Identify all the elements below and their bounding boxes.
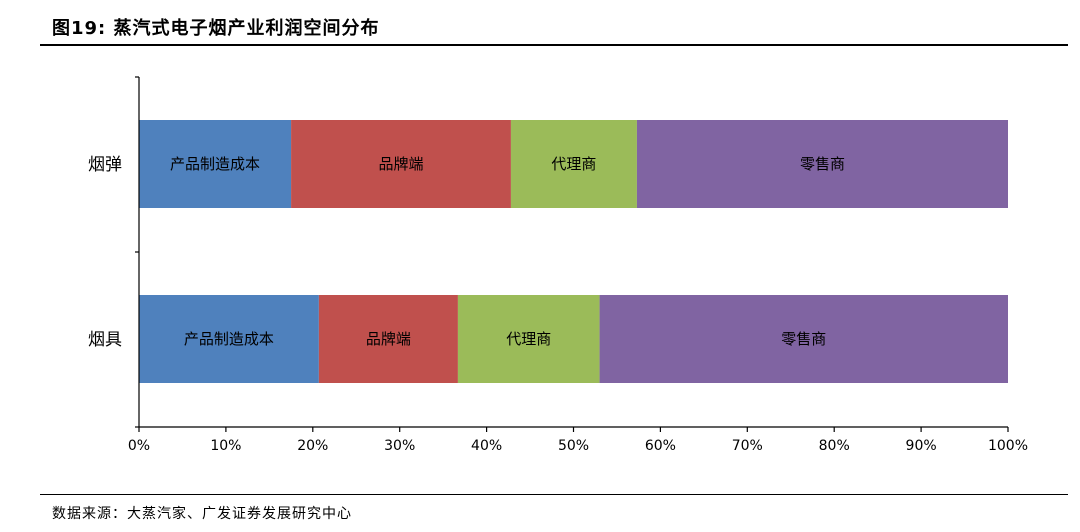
bar-segment-label: 零售商 (781, 330, 826, 348)
bar-segment-label: 代理商 (551, 155, 596, 173)
bar-segment-label: 品牌端 (378, 155, 423, 173)
figure-title: 图19: 蒸汽式电子烟产业利润空间分布 (52, 18, 380, 39)
bar-segment (636, 120, 1008, 208)
source-rule (40, 494, 1068, 495)
category-label: 烟具 (88, 330, 122, 350)
x-tick-label: 50% (558, 438, 589, 454)
bar-segment-label: 产品制造成本 (184, 330, 274, 348)
bar-segment-label: 代理商 (506, 330, 551, 348)
bar-segment-label: 零售商 (800, 155, 845, 173)
category-label: 烟弹 (88, 155, 122, 175)
bar-segment (291, 120, 511, 208)
bar-segment-label: 产品制造成本 (170, 155, 260, 173)
x-tick-label: 0% (128, 438, 150, 454)
x-tick-label: 60% (645, 438, 676, 454)
bar-segment (510, 120, 637, 208)
bar-segment (139, 295, 319, 383)
x-tick-label: 90% (906, 438, 937, 454)
x-tick-label: 80% (819, 438, 850, 454)
x-tick-label: 40% (471, 438, 502, 454)
x-tick-label: 70% (732, 438, 763, 454)
source-note: 数据来源：大蒸汽家、广发证券发展研究中心 (52, 506, 352, 522)
x-tick-label: 20% (297, 438, 328, 454)
bar-segment-label: 品牌端 (366, 330, 411, 348)
x-tick-label: 10% (210, 438, 241, 454)
title-rule (40, 44, 1068, 46)
bar-segment (139, 120, 292, 208)
bar-segment (599, 295, 1008, 383)
bar-segment (318, 295, 458, 383)
x-tick-label: 30% (384, 438, 415, 454)
x-tick-label: 100% (988, 438, 1028, 454)
bar-segment (457, 295, 600, 383)
